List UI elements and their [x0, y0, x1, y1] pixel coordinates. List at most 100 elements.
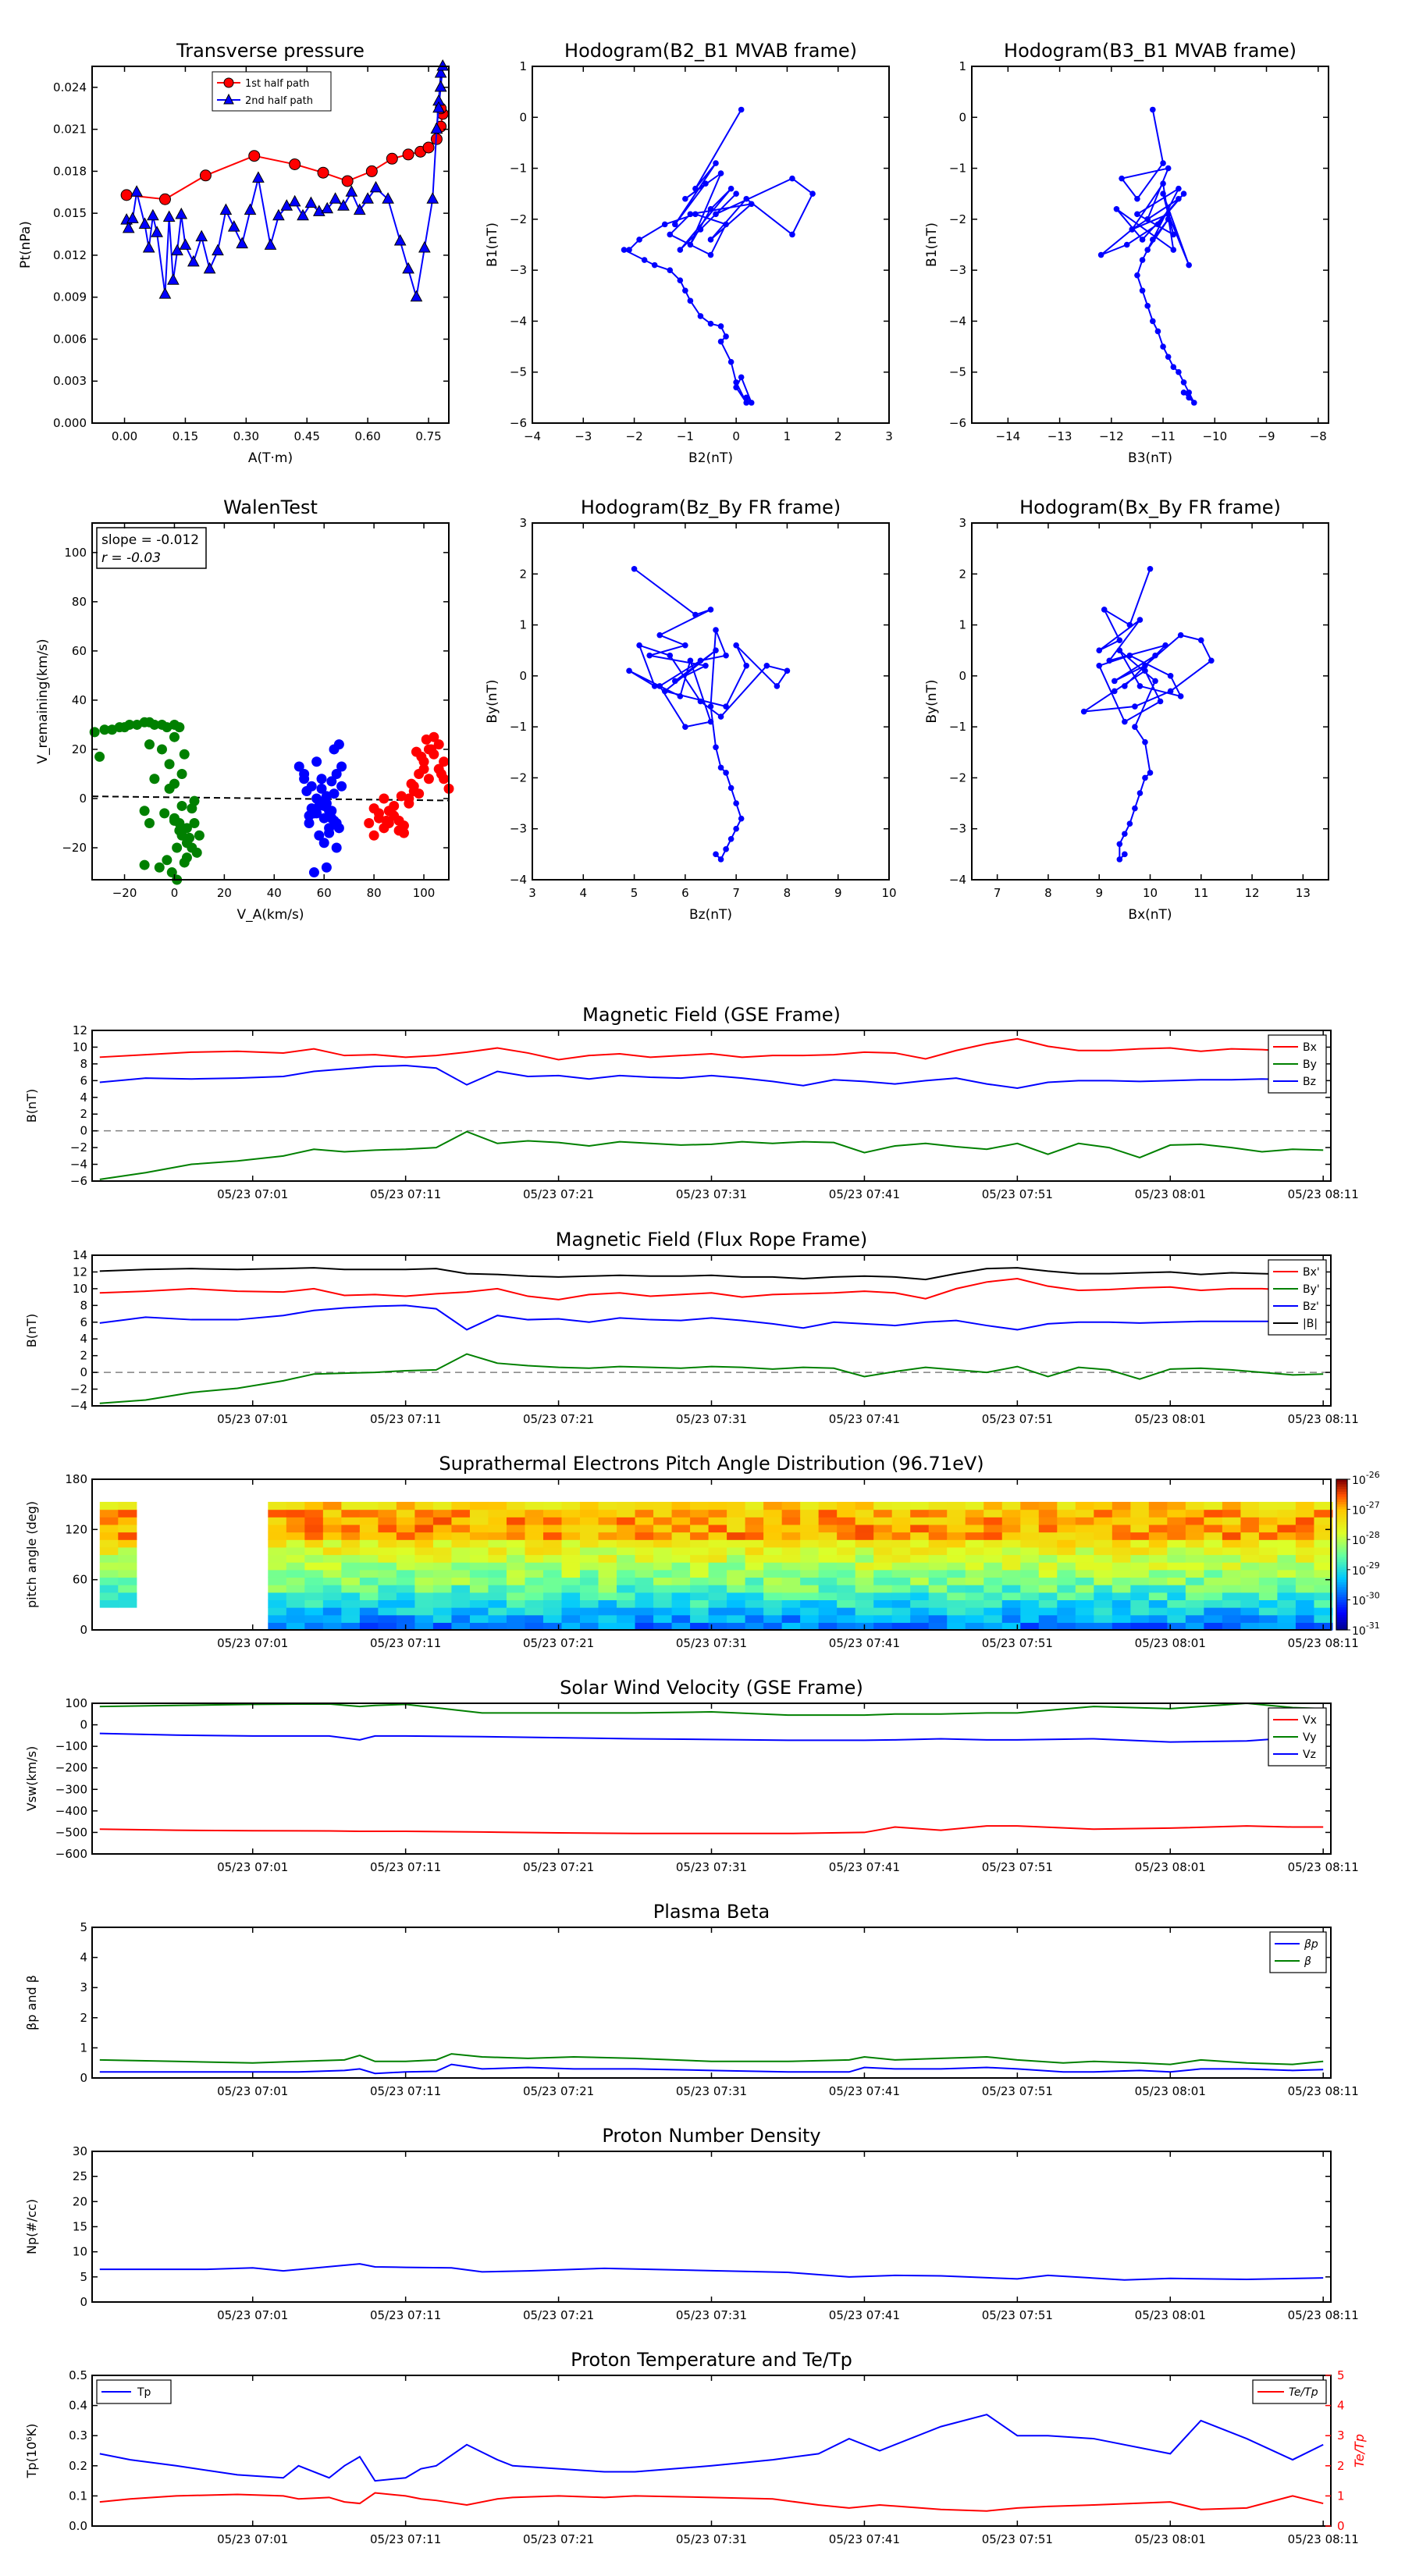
x-tick-label-pt: 0.60	[354, 429, 380, 443]
pad-cell	[690, 1622, 710, 1631]
pad-cell	[910, 1592, 930, 1600]
y-tick-label-h4: 0	[959, 669, 966, 683]
walen-point-green	[184, 832, 195, 843]
pad-cell	[1001, 1532, 1021, 1540]
pad-cell	[708, 1585, 727, 1593]
pad-cell	[1295, 1607, 1315, 1616]
time-tick-label-vsw: 05/23 07:21	[523, 1860, 594, 1874]
pad-cell	[1094, 1509, 1113, 1517]
y-tick-label-np: 0	[80, 2295, 87, 2309]
pad-cell	[617, 1509, 636, 1517]
pad-cell	[635, 1592, 654, 1600]
pad-cell	[891, 1592, 911, 1600]
pad-cell	[653, 1509, 673, 1517]
y-tick-label-vsw: 100	[65, 1696, 87, 1710]
walen-point-green	[172, 842, 183, 853]
colorbar-exponent: -29	[1366, 1560, 1380, 1571]
pad-cell	[928, 1501, 948, 1510]
time-tick-label-beta: 05/23 07:01	[217, 2084, 288, 2098]
time-tick-label-beta: 05/23 07:51	[982, 2084, 1053, 2098]
hodogram-point-h1	[661, 221, 668, 228]
pad-cell	[653, 1554, 673, 1563]
pad-cell	[469, 1585, 489, 1593]
pad-cell	[1001, 1546, 1021, 1556]
pad-cell	[1314, 1585, 1333, 1593]
pad-cell	[359, 1622, 379, 1631]
y-tick-label-h2: −1	[949, 162, 966, 176]
pad-cell	[598, 1607, 617, 1616]
pt-point-1st	[289, 158, 301, 170]
pad-colorbar-cell	[1336, 1524, 1347, 1528]
pad-cell	[818, 1585, 838, 1593]
pad-cell	[763, 1501, 783, 1510]
pad-cell	[359, 1592, 379, 1600]
pad-cell	[1204, 1517, 1223, 1525]
pad-cell	[635, 1539, 654, 1548]
pad-cell	[727, 1577, 746, 1585]
pad-cell	[1314, 1614, 1333, 1623]
pad-cell	[322, 1577, 342, 1585]
y-tick-label-pad: 120	[65, 1522, 87, 1536]
series-line-vsw-Vx	[99, 1825, 1324, 1834]
pad-cell	[506, 1569, 526, 1578]
pad-cell	[432, 1546, 453, 1556]
pad-cell	[947, 1607, 966, 1616]
pad-cell	[414, 1524, 434, 1533]
pad-cell	[378, 1524, 397, 1533]
pad-cell	[542, 1599, 563, 1608]
pad-cell	[727, 1585, 746, 1593]
y-tick-label-h2: −3	[949, 263, 966, 277]
pad-cell	[506, 1539, 526, 1548]
x-tick-label-h4: 7	[994, 886, 1001, 900]
pad-cell	[1057, 1509, 1076, 1517]
pad-cell	[99, 1592, 119, 1600]
pad-cell	[1222, 1532, 1242, 1540]
pad-cell	[304, 1569, 324, 1578]
pad-cell	[341, 1524, 361, 1533]
pad-cell	[763, 1622, 783, 1631]
pt-point-1st	[341, 175, 354, 187]
pad-cell	[671, 1577, 691, 1585]
time-tick-label-vsw: 05/23 08:11	[1288, 1860, 1359, 1874]
time-tick-label-pad: 05/23 07:21	[523, 1636, 594, 1650]
pad-cell	[653, 1501, 673, 1510]
pad-colorbar-cell	[1336, 1496, 1347, 1500]
pad-cell	[469, 1517, 489, 1525]
pad-cell	[855, 1585, 874, 1593]
pt-point-1st	[317, 166, 329, 179]
pad-cell	[506, 1592, 526, 1600]
pad-cell	[671, 1509, 691, 1517]
pad-cell	[99, 1546, 119, 1556]
pad-cell	[598, 1592, 617, 1600]
pad-cell	[910, 1577, 930, 1585]
pad-cell	[984, 1562, 1003, 1571]
pad-cell	[322, 1592, 342, 1600]
pad-cell	[542, 1524, 563, 1533]
pad-cell	[1240, 1509, 1260, 1517]
pad-cell	[873, 1524, 893, 1533]
pad-cell	[1075, 1614, 1094, 1623]
y2-tick-label-tp: 3	[1337, 2428, 1345, 2443]
pad-cell	[506, 1585, 526, 1593]
hodogram-point-h1	[789, 231, 795, 238]
hodogram-point-h3	[723, 703, 729, 710]
hodogram-point-h3	[697, 657, 704, 664]
pt-legend-label-1: 1st half path	[245, 78, 309, 90]
pad-cell	[396, 1501, 416, 1510]
pad-cell	[1038, 1592, 1058, 1600]
hodogram-point-h1	[677, 247, 684, 253]
pad-cell	[1277, 1614, 1297, 1623]
y-tick-label-h4: 2	[959, 567, 966, 581]
pad-cell	[580, 1532, 599, 1540]
legend-label-beta: βp	[1304, 1938, 1318, 1951]
pad-cell	[1258, 1562, 1279, 1571]
pad-cell	[469, 1554, 489, 1563]
walen-point-green	[154, 862, 165, 873]
pad-cell	[617, 1501, 636, 1510]
pad-cell	[1130, 1599, 1150, 1608]
pad-cell	[580, 1554, 599, 1563]
pt-point-2nd	[329, 192, 342, 204]
pad-cell	[708, 1509, 727, 1517]
pad-cell	[488, 1546, 507, 1556]
